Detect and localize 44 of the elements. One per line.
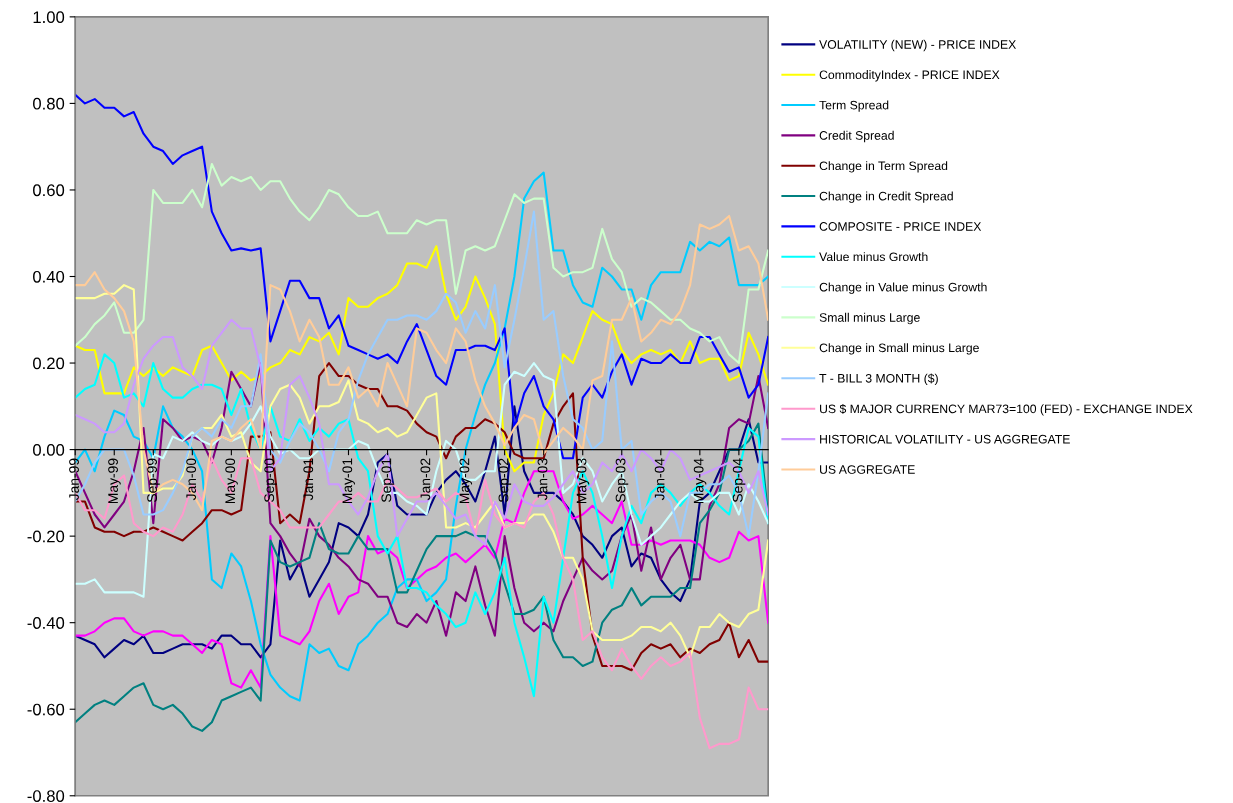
legend-label: Change in Credit Spread xyxy=(819,191,953,203)
x-tick-label: Sep-01 xyxy=(381,458,394,503)
x-tick-label: May-00 xyxy=(225,458,238,504)
y-tick-label: 0.40 xyxy=(33,270,65,283)
legend-label: Change in Term Spread xyxy=(819,161,948,173)
x-tick-label: May-01 xyxy=(342,458,355,504)
legend-label: HISTORICAL VOLATILITY - US AGGREGATE xyxy=(820,434,1070,444)
legend-label: T - BILL 3 MONTH ($) xyxy=(819,373,938,386)
y-tick-label: 0.60 xyxy=(33,184,65,197)
x-tick-label: May-99 xyxy=(108,458,121,504)
y-tick-label: 1.00 xyxy=(33,11,65,24)
x-tick-label: Sep-03 xyxy=(615,458,629,503)
x-tick-label: Jan-01 xyxy=(303,458,314,501)
legend-label: Value minus Growth xyxy=(819,252,928,262)
legend-label: VOLATILITY (NEW) - PRICE INDEX xyxy=(819,39,1017,52)
x-tick-label: May-03 xyxy=(576,458,590,504)
y-tick-label: -0.80 xyxy=(27,790,65,802)
x-tick-label: Jan-03 xyxy=(537,458,548,501)
x-tick-label: Sep-02 xyxy=(498,458,512,503)
x-tick-label: May-04 xyxy=(693,458,707,504)
legend-label: Small minus Large xyxy=(819,312,920,325)
x-tick-label: Sep-04 xyxy=(732,458,746,503)
y-tick-label: 0.00 xyxy=(33,443,65,456)
y-tick-label: -0.60 xyxy=(27,703,65,716)
legend-label: Term Spread xyxy=(819,100,889,112)
x-tick-label: Jan-99 xyxy=(69,458,79,501)
legend-label: Change in Small minus Large xyxy=(819,343,979,355)
legend-label: Change in Value minus Growth xyxy=(819,282,987,294)
legend-label: COMPOSITE - PRICE INDEX xyxy=(819,222,982,231)
legend-label: CommodityIndex - PRICE INDEX xyxy=(819,70,1000,82)
x-tick-label: Jan-02 xyxy=(420,458,431,501)
legend-label: US AGGREGATE xyxy=(820,465,915,474)
y-tick-label: 0.80 xyxy=(33,97,65,110)
x-tick-label: Jan-00 xyxy=(186,458,197,501)
x-tick-label: May-02 xyxy=(459,458,473,504)
legend-label: US $ MAJOR CURRENCY MAR73=100 (FED) - EXCHANGE INDEX xyxy=(820,404,1193,416)
x-tick-label: Sep-00 xyxy=(264,458,277,503)
line-series xyxy=(75,162,769,365)
legend-label: Credit Spread xyxy=(819,130,894,143)
x-tick-label: Jan-04 xyxy=(654,458,665,501)
x-tick-label: Sep-99 xyxy=(147,458,160,503)
y-tick-label: 0.20 xyxy=(33,357,65,370)
y-tick-label: -0.20 xyxy=(27,530,65,543)
y-tick-label: -0.40 xyxy=(27,617,65,629)
